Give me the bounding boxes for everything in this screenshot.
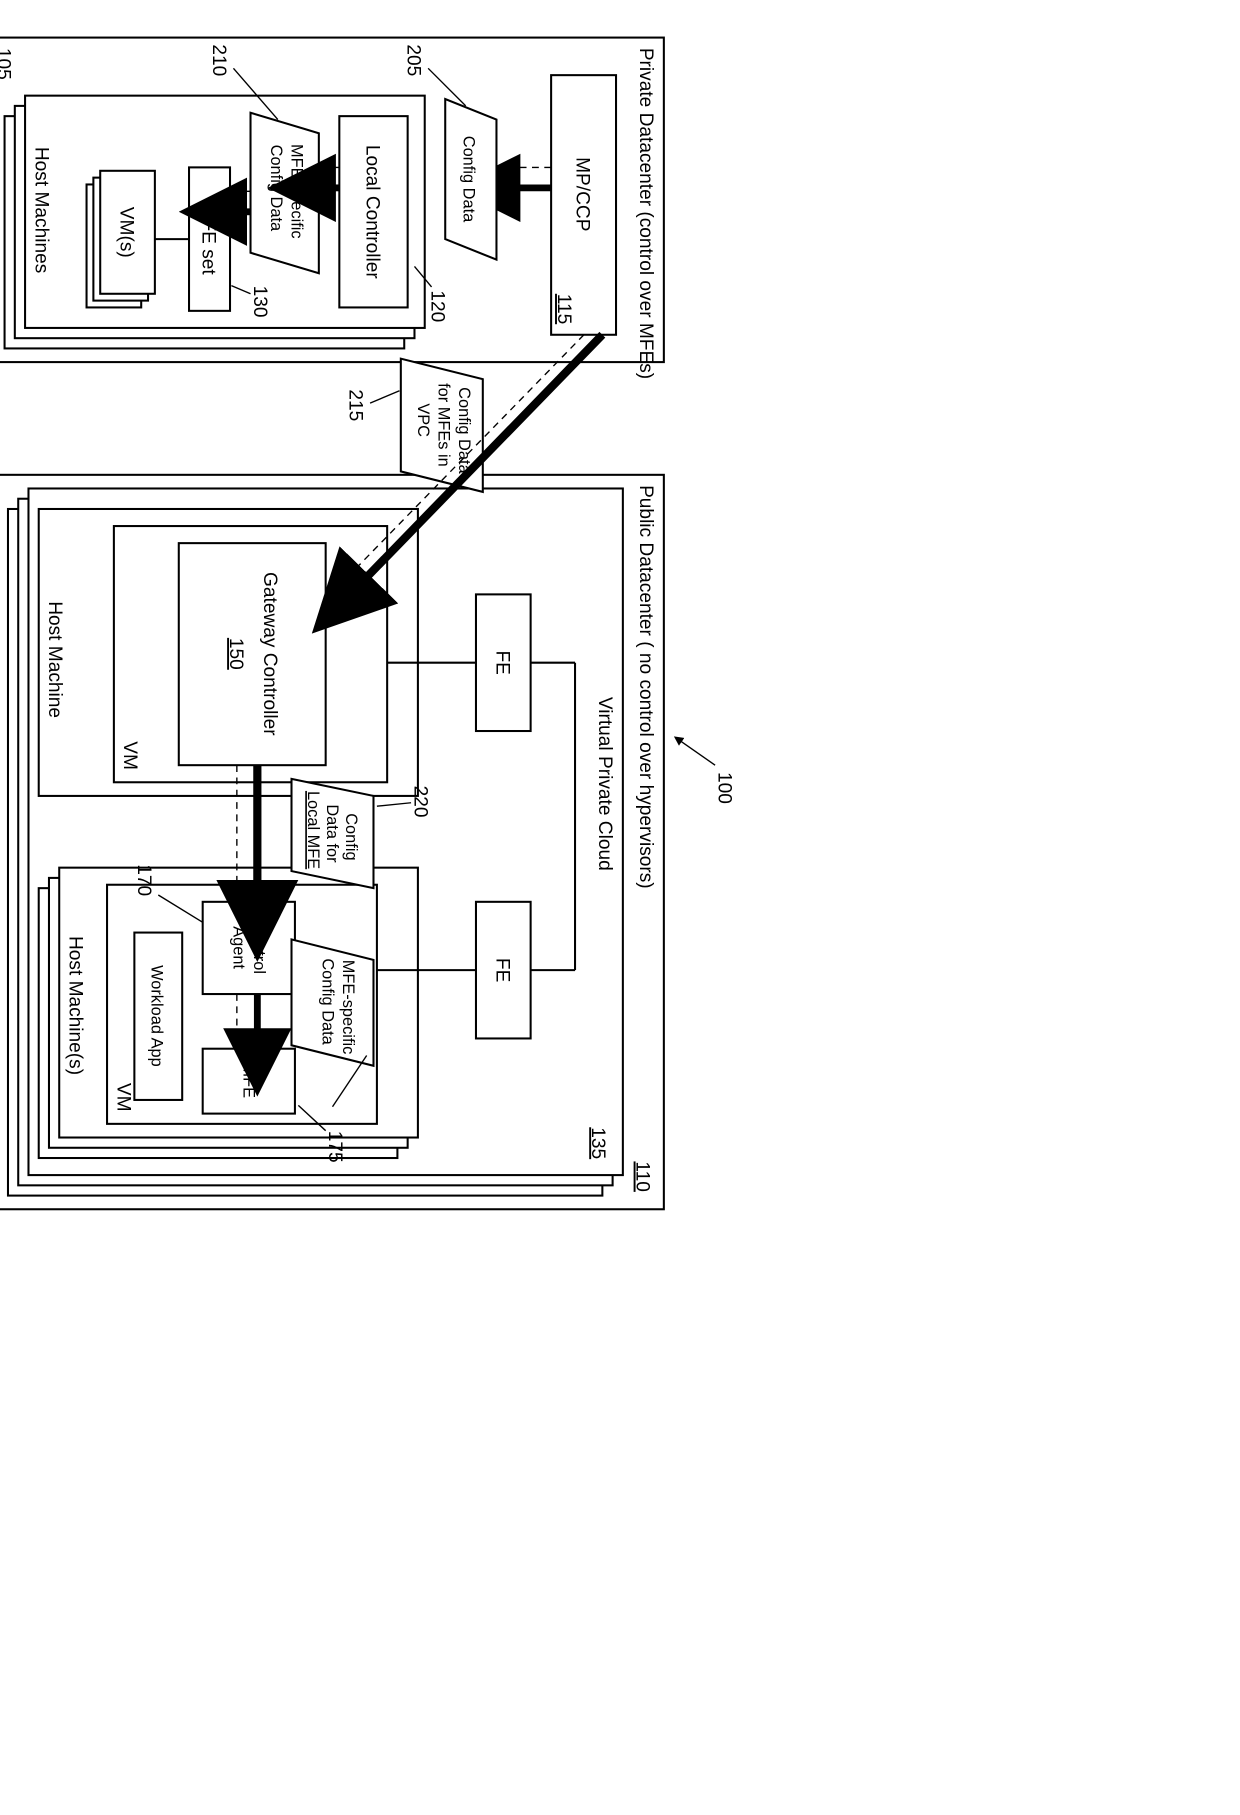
config-data-trap-215: Config Data for MFEs in VPC 215: [345, 359, 483, 492]
local-controller-label: Local Controller: [362, 145, 383, 279]
vms-label: VM(s): [116, 207, 137, 258]
mfe-spec-config-r-l2: Config Data: [318, 958, 336, 1045]
config-local-l1: Config: [342, 813, 360, 860]
vm-right-label: VM: [112, 1083, 133, 1112]
mfe-spec-config-l2: Config Data: [267, 145, 285, 232]
config-vpc-l1: Config Data: [455, 387, 473, 474]
ref-mfe: 175: [324, 1131, 345, 1163]
config-vpc-l3: VPC: [414, 403, 432, 437]
mfe-set-label: MFE set: [198, 204, 219, 276]
ref-mp-ccp: 115: [553, 294, 574, 324]
ref-mfe-set: 130: [249, 286, 270, 318]
vpc-title: Virtual Private Cloud: [594, 697, 615, 871]
config-data-label-1: Config Data: [460, 136, 478, 223]
host-machines-label: Host Machines: [30, 147, 51, 273]
config-vpc-l2: for MFEs in: [434, 383, 452, 467]
svg-text:Agent: Agent: [229, 926, 247, 969]
ref-config-205: 205: [403, 44, 424, 76]
public-datacenter: Public Datacenter ( no control over hype…: [0, 475, 664, 1209]
ref-private-dc: 105: [0, 48, 14, 80]
svg-text:Control: Control: [250, 921, 268, 974]
host-machines-right-label: Host Machine(s): [64, 936, 85, 1075]
private-datacenter: Private Datacenter (control over MFEs) 1…: [0, 38, 664, 380]
mfe-spec-config-l1: MFE-specific: [288, 144, 306, 239]
ref-gateway: 150: [225, 638, 246, 670]
ref-main: 100: [681, 741, 735, 804]
gateway-controller-box: [179, 543, 326, 765]
vm-left-label: VM: [119, 741, 140, 770]
host-machine-left-label: Host Machine: [44, 601, 65, 718]
config-local-l2: Data for: [323, 804, 341, 863]
ref-main-label: 100: [714, 772, 735, 804]
mp-ccp-label: MP/CCP: [571, 157, 592, 231]
ref-public-dc: 110: [632, 1161, 653, 1191]
control-agent-box: [203, 902, 295, 994]
fe-right-label: FE: [491, 958, 512, 982]
ref-config-220: 220: [409, 786, 430, 818]
ref-control-agent: 170: [133, 864, 154, 896]
ref-local-ctrl: 120: [427, 290, 448, 322]
mfe-right-label: MFE: [240, 1064, 258, 1099]
vpc-stack: Virtual Private Cloud 135 FE FE Host Mac…: [8, 488, 623, 1195]
mfe-spec-config-r-l1: MFE-specific: [339, 960, 357, 1055]
private-dc-title: Private Datacenter (control over MFEs): [635, 48, 656, 379]
gateway-controller-label: Gateway Controller: [259, 572, 280, 736]
ref-config-210: 210: [208, 44, 229, 76]
ref-vpc: 135: [587, 1127, 608, 1159]
config-local-l3: Local MFE: [304, 791, 322, 869]
ref-config-215: 215: [345, 389, 366, 421]
workload-app-label: Workload App: [147, 965, 165, 1067]
host-machine-left: Host Machine VM Gateway Controller 150: [39, 509, 476, 796]
public-dc-title: Public Datacenter ( no control over hype…: [635, 485, 656, 889]
fe-left-label: FE: [491, 650, 512, 674]
